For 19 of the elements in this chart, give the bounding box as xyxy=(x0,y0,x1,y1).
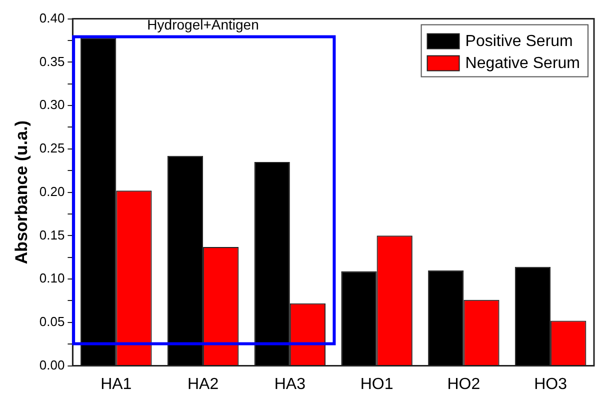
y-axis-title: Absorbance (u.a.) xyxy=(12,120,31,264)
y-tick-label: 0.10 xyxy=(39,270,65,286)
legend-label: Negative Serum xyxy=(465,55,580,72)
x-tick-label: HO2 xyxy=(447,376,480,393)
y-tick-label: 0.20 xyxy=(39,184,65,199)
y-tick-label: 0.35 xyxy=(39,54,65,69)
y-tick-label: 0.15 xyxy=(39,227,65,242)
annotation: Hydrogel+Antigen xyxy=(147,16,259,33)
legend-label: Positive Serum xyxy=(465,33,573,50)
x-tick-label: HA1 xyxy=(100,376,132,393)
y-tick-label: 0.25 xyxy=(39,140,65,156)
x-tick-label: HA2 xyxy=(187,376,219,393)
y-tick-label: 0.40 xyxy=(39,10,65,26)
y-tick-label: 0.05 xyxy=(39,314,65,330)
x-tick-label: HO3 xyxy=(534,376,568,393)
x-tick-label: HA3 xyxy=(274,376,306,393)
y-tick-label: 0.30 xyxy=(39,97,65,112)
x-tick-label: HO1 xyxy=(360,376,394,393)
y-tick-label: 0.00 xyxy=(39,357,65,372)
